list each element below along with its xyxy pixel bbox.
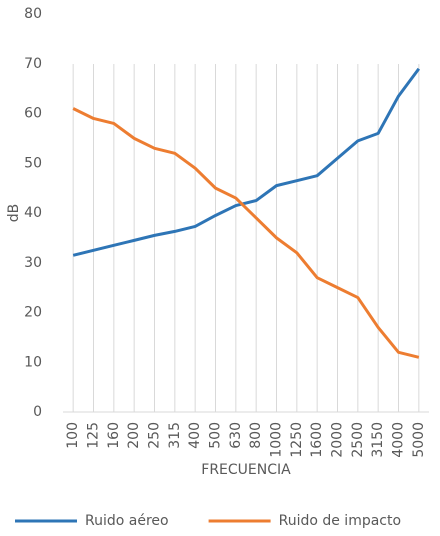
y-tick-label: 40: [24, 205, 42, 221]
x-axis-label: FRECUENCIA: [201, 462, 291, 478]
x-tick-label: 315: [167, 422, 183, 449]
x-tick-label: 160: [106, 422, 122, 449]
y-tick-label: 70: [24, 56, 42, 72]
y-tick-label: 80: [24, 6, 42, 22]
x-tick-label: 800: [248, 422, 264, 449]
data-line: [72, 67, 421, 257]
data-line: [72, 107, 420, 359]
legend-label: Ruido de impacto: [279, 513, 401, 529]
x-tick-label: 1600: [309, 422, 325, 458]
x-tick-label: 100: [65, 422, 81, 449]
y-tick-label: 10: [24, 354, 42, 370]
x-tick-label: 1000: [269, 422, 285, 458]
x-tick-label: 3150: [370, 422, 386, 458]
x-tick-label: 1250: [289, 422, 305, 458]
y-axis-label: dB: [6, 204, 22, 223]
x-tick-label: 400: [187, 422, 203, 449]
y-tick-label: 0: [33, 404, 42, 420]
x-tick-label: 2000: [330, 422, 346, 458]
x-tick-label: 250: [147, 422, 163, 449]
x-tick-label: 2500: [350, 422, 366, 458]
y-tick-label: 20: [24, 305, 42, 321]
x-tick-label: 5000: [411, 422, 427, 458]
x-tick-label: 630: [228, 422, 244, 449]
y-tick-label: 30: [24, 255, 42, 271]
y-tick-label: 50: [24, 155, 42, 171]
x-tick-label: 125: [86, 422, 102, 449]
x-tick-label: 4000: [391, 422, 407, 458]
legend-label: Ruido aéreo: [85, 513, 169, 529]
x-tick-label: 200: [126, 422, 142, 449]
x-tick-label: 500: [208, 422, 224, 449]
y-tick-label: 60: [24, 106, 42, 122]
